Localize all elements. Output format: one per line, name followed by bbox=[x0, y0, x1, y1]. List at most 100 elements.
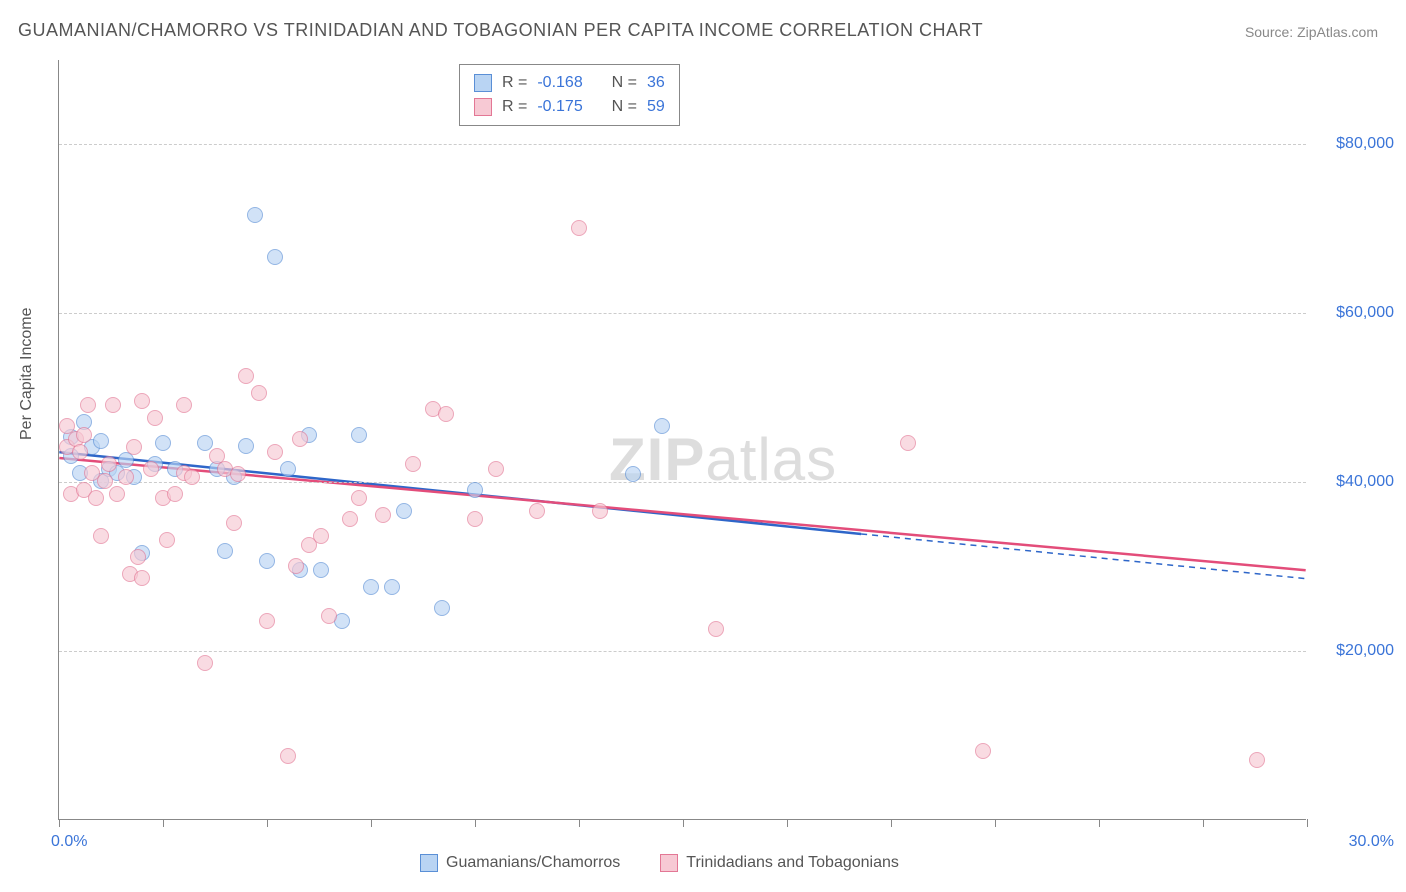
legend-item: Guamanians/Chamorros bbox=[420, 854, 620, 872]
scatter-point bbox=[313, 528, 329, 544]
scatter-point bbox=[384, 579, 400, 595]
scatter-point bbox=[313, 562, 329, 578]
scatter-point bbox=[134, 570, 150, 586]
scatter-point bbox=[230, 466, 246, 482]
scatter-point bbox=[267, 444, 283, 460]
x-tick bbox=[579, 819, 580, 827]
scatter-point bbox=[197, 435, 213, 451]
scatter-point bbox=[238, 438, 254, 454]
grid-line bbox=[59, 144, 1306, 145]
x-tick bbox=[1099, 819, 1100, 827]
legend-item: Trinidadians and Tobagonians bbox=[660, 854, 899, 872]
scatter-point bbox=[259, 553, 275, 569]
y-tick-label: $60,000 bbox=[1336, 304, 1394, 322]
scatter-point bbox=[155, 435, 171, 451]
y-tick-label: $20,000 bbox=[1336, 642, 1394, 660]
scatter-point bbox=[226, 515, 242, 531]
stat-n-label: N = bbox=[612, 71, 637, 95]
x-tick bbox=[1203, 819, 1204, 827]
legend-swatch bbox=[660, 854, 678, 872]
legend-stat-row: R = -0.168 N = 36 bbox=[474, 71, 665, 95]
stat-n-label: N = bbox=[612, 95, 637, 119]
scatter-point bbox=[467, 482, 483, 498]
scatter-point bbox=[259, 613, 275, 629]
legend-label: Guamanians/Chamorros bbox=[446, 854, 620, 871]
source-label: Source: ZipAtlas.com bbox=[1245, 24, 1378, 40]
y-axis-label: Per Capita Income bbox=[18, 307, 36, 440]
scatter-point bbox=[159, 532, 175, 548]
scatter-point bbox=[105, 397, 121, 413]
scatter-point bbox=[321, 608, 337, 624]
scatter-point bbox=[251, 385, 267, 401]
scatter-point bbox=[292, 431, 308, 447]
x-tick bbox=[787, 819, 788, 827]
legend-bottom: Guamanians/Chamorros Trinidadians and Tob… bbox=[420, 854, 899, 872]
scatter-point bbox=[97, 473, 113, 489]
x-tick bbox=[1307, 819, 1308, 827]
scatter-point bbox=[488, 461, 504, 477]
scatter-point bbox=[143, 461, 159, 477]
scatter-point bbox=[247, 207, 263, 223]
scatter-point bbox=[571, 220, 587, 236]
x-tick bbox=[683, 819, 684, 827]
scatter-point bbox=[118, 469, 134, 485]
chart-plot-area: ZIPatlas R = -0.168 N = 36 R = -0.175 N … bbox=[58, 60, 1306, 820]
scatter-point bbox=[351, 427, 367, 443]
x-axis-min-label: 0.0% bbox=[51, 833, 87, 851]
scatter-point bbox=[184, 469, 200, 485]
x-tick bbox=[475, 819, 476, 827]
scatter-point bbox=[76, 427, 92, 443]
watermark: ZIPatlas bbox=[609, 425, 837, 494]
scatter-point bbox=[708, 621, 724, 637]
scatter-point bbox=[126, 439, 142, 455]
scatter-point bbox=[900, 435, 916, 451]
stat-r-value: -0.175 bbox=[537, 95, 582, 119]
scatter-point bbox=[434, 600, 450, 616]
legend-swatch bbox=[474, 74, 492, 92]
scatter-point bbox=[93, 433, 109, 449]
scatter-point bbox=[529, 503, 545, 519]
scatter-point bbox=[267, 249, 283, 265]
scatter-point bbox=[654, 418, 670, 434]
legend-label: Trinidadians and Tobagonians bbox=[686, 854, 899, 871]
x-tick bbox=[995, 819, 996, 827]
scatter-point bbox=[147, 410, 163, 426]
y-tick-label: $80,000 bbox=[1336, 135, 1394, 153]
scatter-point bbox=[288, 558, 304, 574]
stat-n-value: 59 bbox=[647, 95, 665, 119]
scatter-point bbox=[93, 528, 109, 544]
stat-r-value: -0.168 bbox=[537, 71, 582, 95]
scatter-point bbox=[375, 507, 391, 523]
scatter-point bbox=[363, 579, 379, 595]
scatter-point bbox=[280, 748, 296, 764]
scatter-point bbox=[280, 461, 296, 477]
x-tick bbox=[267, 819, 268, 827]
scatter-point bbox=[975, 743, 991, 759]
grid-line bbox=[59, 482, 1306, 483]
scatter-point bbox=[592, 503, 608, 519]
x-tick bbox=[163, 819, 164, 827]
legend-swatch bbox=[420, 854, 438, 872]
scatter-point bbox=[197, 655, 213, 671]
scatter-point bbox=[1249, 752, 1265, 768]
scatter-point bbox=[130, 549, 146, 565]
chart-title: GUAMANIAN/CHAMORRO VS TRINIDADIAN AND TO… bbox=[18, 20, 983, 41]
grid-line bbox=[59, 313, 1306, 314]
scatter-point bbox=[438, 406, 454, 422]
stat-n-value: 36 bbox=[647, 71, 665, 95]
y-tick-label: $40,000 bbox=[1336, 473, 1394, 491]
scatter-point bbox=[625, 466, 641, 482]
legend-stat-row: R = -0.175 N = 59 bbox=[474, 95, 665, 119]
x-tick bbox=[59, 819, 60, 827]
scatter-point bbox=[167, 486, 183, 502]
scatter-point bbox=[351, 490, 367, 506]
scatter-point bbox=[467, 511, 483, 527]
x-tick bbox=[371, 819, 372, 827]
legend-swatch bbox=[474, 98, 492, 116]
x-axis-max-label: 30.0% bbox=[1349, 833, 1394, 851]
scatter-point bbox=[101, 456, 117, 472]
scatter-point bbox=[88, 490, 104, 506]
grid-line bbox=[59, 651, 1306, 652]
stat-r-label: R = bbox=[502, 71, 527, 95]
scatter-point bbox=[396, 503, 412, 519]
